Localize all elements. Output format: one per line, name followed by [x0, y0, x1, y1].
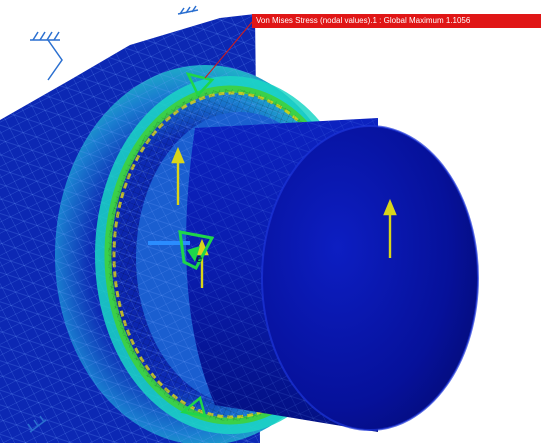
shaft-end-face[interactable] — [261, 125, 479, 431]
svg-text:e: e — [196, 253, 202, 265]
boundary-marker-icon — [180, 72, 215, 418]
clamp-constraint-icon[interactable] — [27, 5, 199, 433]
stress-result-label[interactable]: Von Mises Stress (nodal values).1 : Glob… — [252, 14, 541, 28]
axis-triad-icon[interactable]: e — [148, 230, 215, 270]
result-leader-line — [204, 21, 253, 79]
